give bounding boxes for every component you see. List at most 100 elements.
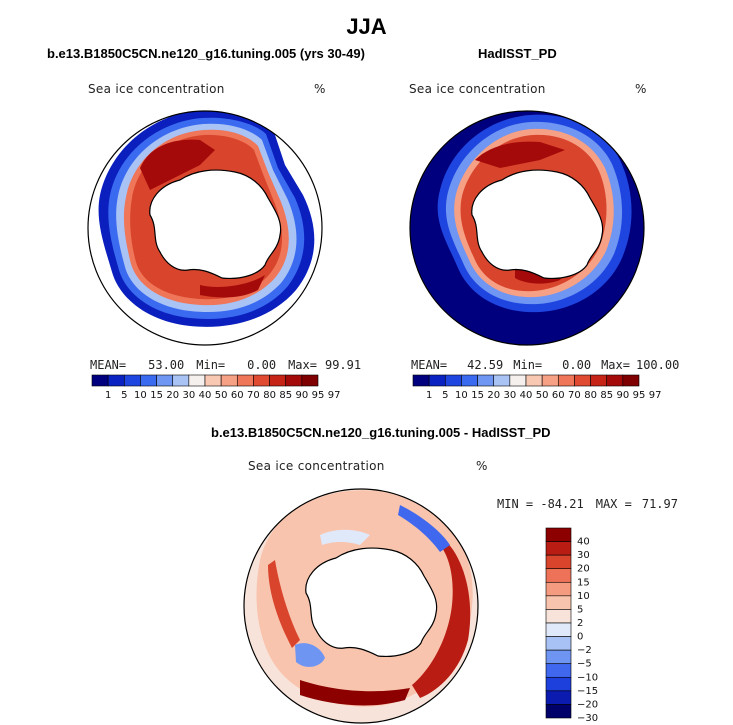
colorbar-tick-label: 85 [600,390,613,401]
map-obs [409,110,645,346]
min-label: Min= [196,358,226,372]
colorbar-cell [428,374,446,387]
colorbar-tick-label: 20 [577,564,590,575]
field-label-obs: Sea ice concentration [409,82,546,96]
colorbar-tick-label: 15 [577,577,590,588]
colorbar-tick-label: 0 [577,632,583,643]
colorbar-tick-label: 70 [568,390,581,401]
min-value: 0.00 [562,358,592,372]
colorbar-cell [622,374,640,387]
colorbar-cell [545,527,572,542]
colorbar-tick-label: 30 [577,550,590,561]
colorbar-tick-label: 5 [121,390,127,401]
colorbar-cell [545,554,572,570]
colorbar-tick-label: 2 [577,618,583,629]
panel-title-diff: b.e13.B1850C5CN.ne120_g16.tuning.005 - H… [211,425,551,440]
colorbar-tick-label: 40 [199,390,212,401]
colorbar-tick-label: 40 [577,537,590,548]
colorbar-cell [188,374,206,387]
panel-title-obs: HadISST_PD [478,46,557,61]
colorbar-cell [545,581,572,597]
field-label-model: Sea ice concentration [88,82,225,96]
colorbar-cell [412,374,430,387]
colorbar-tick-label: 95 [312,390,325,401]
antarctica-land-diff [305,547,438,658]
colorbar-cell [545,649,572,665]
colorbar-cell [220,374,238,387]
colorbar-cell [123,374,141,387]
colorbar-cell [545,609,572,624]
colorbar-cell [606,374,624,387]
colorbar-cell [557,374,575,387]
colorbar-tick-label: 1 [105,390,111,401]
colorbar-tick-label: 97 [649,390,662,401]
colorbar-cell [493,374,511,387]
colorbar-cell [545,622,572,637]
colorbar-tick-label: 80 [584,390,597,401]
colorbar-tick-label: 40 [520,390,533,401]
min-value: -84.21 [540,497,584,511]
colorbar-tick-label: −15 [577,686,598,697]
colorbar-cell [525,374,543,387]
colorbar-tick-label: 60 [552,390,565,401]
stats-obs: MEAN= 42.59 Min= 0.00 Max= 100.00 [411,358,679,372]
colorbar-tick-label: 80 [263,390,276,401]
colorbar-cell [477,374,495,387]
max-value: 99.91 [324,358,362,372]
colorbar-cell [541,374,559,387]
colorbar-tick-label: 20 [166,390,179,401]
colorbar-tick-label: 5 [577,604,583,615]
colorbar-cell [285,374,303,387]
max-label: Max= [288,358,317,372]
map-model [87,110,323,346]
min-label: Min= [513,358,543,372]
colorbar-cell [444,374,462,387]
colorbar-tick-label: −30 [577,713,598,724]
max-value: 100.00 [635,358,680,372]
stats-model: MEAN= 53.00 Min= 0.00 Max= 99.91 [90,358,361,372]
colorbar-tick-label: −20 [577,699,598,710]
colorbar-cell [545,541,572,556]
colorbar-cell [269,374,287,387]
field-label-diff: Sea ice concentration [248,459,385,473]
colorbar-tick-label: 15 [150,390,163,401]
colorbar-tick-label: 70 [247,390,260,401]
mean-label: MEAN= [90,358,127,372]
map-diff [243,488,479,724]
colorbar-cell [545,676,572,692]
colorbar-tick-label: 60 [231,390,244,401]
colorbar-tick-label: 90 [295,390,308,401]
colorbar-cell [545,595,572,610]
colorbar-tick-label: 97 [328,390,341,401]
colorbar-obs: 1 5 10 15 20 30 40 50 60 70 80 85 90 95 97 [412,374,662,401]
colorbar-tick-label: 50 [536,390,549,401]
colorbar-cell [509,374,527,387]
colorbar-cell [301,374,319,387]
units-label-obs: % [635,82,647,96]
units-label-model: % [314,82,326,96]
colorbar-cell [461,374,478,387]
colorbar-tick-label: −5 [577,659,592,670]
units-label-diff: % [476,459,488,473]
colorbar-tick-label: −10 [577,672,598,683]
colorbar-tick-label: 50 [215,390,228,401]
max-label: Max= [601,358,630,372]
panel-title-model: b.e13.B1850C5CN.ne120_g16.tuning.005 (yr… [47,46,365,61]
mean-value: 53.00 [148,358,185,372]
mean-value: 42.59 [467,358,504,372]
colorbar-tick-label: 20 [487,390,500,401]
colorbar-tick-label: −2 [577,645,592,656]
colorbar-cell [107,374,125,387]
colorbar-cell [253,374,270,387]
colorbar-cell [236,374,254,387]
colorbar-cell [574,374,591,387]
colorbar-cell [545,690,572,705]
colorbar-cell [545,636,572,651]
colorbar-model: 1 5 10 15 20 30 40 50 60 70 80 85 90 95 97 [91,374,341,401]
max-value: 71.97 [641,497,678,511]
colorbar-tick-label: 5 [442,390,448,401]
antarctica-land-obs [471,169,604,280]
colorbar-tick-label: 10 [455,390,468,401]
